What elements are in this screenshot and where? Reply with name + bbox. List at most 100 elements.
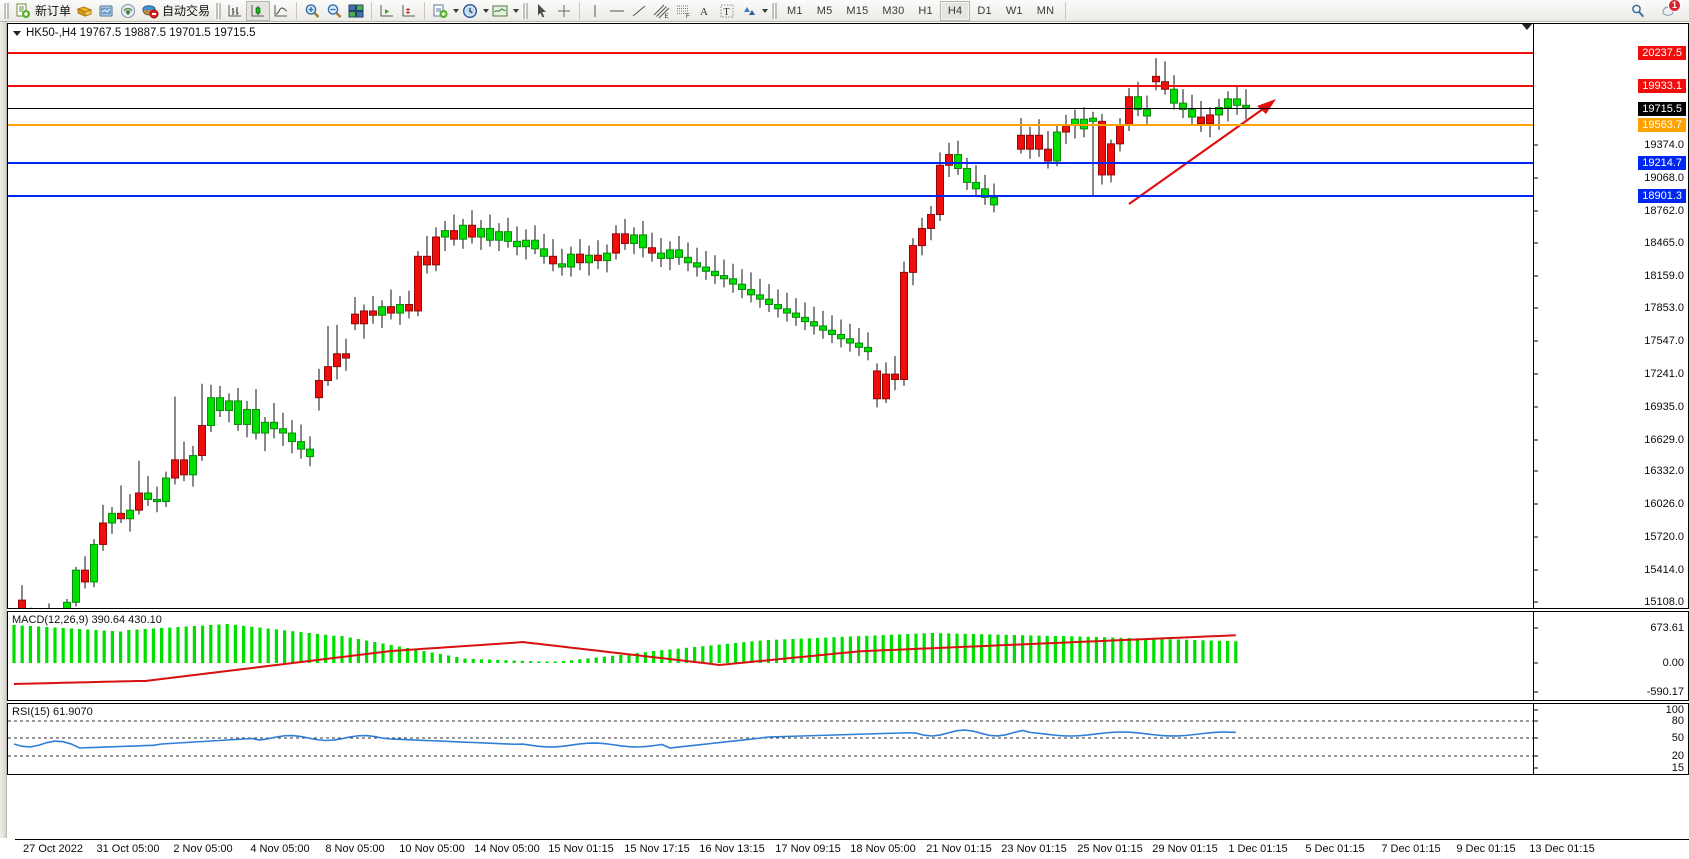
toolbar-grip-3[interactable] [522,2,529,19]
toolbar-grip[interactable] [3,2,9,19]
price-tick-15414.0: 15414.0 [1644,563,1684,576]
fibonacci-icon[interactable]: F [672,1,694,21]
line-chart-icon[interactable] [270,1,292,21]
rsi-tick-80: 80 [1671,715,1684,727]
chevron-down-icon[interactable] [453,8,460,13]
price-tick-16935.0: 16935.0 [1644,400,1684,413]
tab-timeframe-W1[interactable]: W1 [1005,4,1023,17]
trendline-icon[interactable] [628,1,650,21]
level-line-support-19214.7[interactable] [8,161,1533,164]
price-tick-mark [1534,275,1538,277]
time-axis[interactable]: 27 Oct 2022 31 Oct 05:00 2 Nov 05:00 4 Nov … [15,839,1689,859]
templates-icon[interactable] [489,1,511,21]
equidistant-channel-icon[interactable]: E [650,1,672,21]
text-label-icon[interactable]: A [694,1,716,21]
tab-timeframe-M15[interactable]: M15 [846,4,869,17]
left-scrollbar[interactable] [0,22,7,838]
rsi-pane[interactable]: RSI(15) 61.9070 100 80 50 20 15 [7,703,1689,775]
tab-timeframe-H4[interactable]: H4 [939,0,971,21]
price-tick-mark [1534,536,1538,538]
level-line-current-19715.5[interactable] [8,107,1533,109]
price-tick-mark [1534,242,1538,244]
auto-scroll-icon[interactable] [398,1,420,21]
horizontal-line-icon[interactable] [606,1,628,21]
auto-trading-label[interactable]: 自动交易 [162,4,211,18]
time-tick-label: 1 Dec 01:15 [1228,843,1288,855]
chart-shift-icon[interactable] [376,1,398,21]
vertical-line-icon[interactable] [584,1,606,21]
time-tick-label: 15 Nov 17:15 [624,843,690,855]
crosshair-icon[interactable] [553,1,575,21]
level-line-resistance-19933.1[interactable] [8,84,1533,87]
tab-timeframe-MN[interactable]: MN [1036,4,1055,17]
candlestick-chart-icon[interactable] [246,0,271,21]
time-tick-label: 5 Dec 01:15 [1305,843,1365,855]
add-indicator-icon[interactable] [429,1,451,21]
tab-timeframe-D1[interactable]: D1 [977,4,992,17]
tab-timeframe-M30[interactable]: M30 [882,4,905,17]
price-scale[interactable]: 20237.5 19933.1 19715.5 19563.7 19374.0 19214… [1533,24,1688,673]
tile-windows-icon[interactable] [345,1,367,21]
level-line-resistance-20237.5[interactable] [8,52,1533,54]
rsi-plot-area[interactable] [8,704,1533,774]
time-tick-label: 31 Oct 05:00 [96,843,160,855]
tab-timeframe-M1[interactable]: M1 [787,4,803,17]
time-tick-label: 9 Dec 01:15 [1456,843,1516,855]
price-tick-18901.3[interactable]: 18901.3 [1638,189,1686,204]
chevron-down-icon-3[interactable] [513,8,520,13]
search-icon[interactable] [1627,1,1649,21]
price-tick-19374.0: 19374.0 [1644,139,1684,152]
text-box-icon[interactable]: T [716,1,738,21]
signal-icon[interactable] [117,1,139,21]
scale-handle-icon[interactable] [1522,24,1532,30]
price-tick-16026.0: 16026.0 [1644,498,1684,511]
chevron-down-icon-4[interactable] [762,8,769,13]
price-tick-mark [1534,177,1538,179]
chart-panes: HK50-,H4 19767.5 19887.5 19701.5 19715.5… [7,22,1689,859]
time-tick-label: 7 Dec 01:15 [1381,843,1441,855]
price-tick-19214.7[interactable]: 19214.7 [1638,155,1686,170]
time-tick-label: 4 Nov 05:00 [250,843,310,855]
new-order-label[interactable]: 新订单 [35,4,72,18]
chart-collapse-icon[interactable] [13,31,21,36]
toolbar-grip-4[interactable] [771,2,778,19]
price-tick-15720.0: 15720.0 [1644,530,1684,543]
price-tick-19933.1[interactable]: 19933.1 [1638,78,1686,93]
new-order-icon[interactable] [12,1,34,21]
cursor-icon[interactable] [531,1,553,21]
price-tick-20237.5[interactable]: 20237.5 [1638,46,1686,60]
price-pane[interactable]: HK50-,H4 19767.5 19887.5 19701.5 19715.5… [7,23,1689,673]
price-tick-18762.0: 18762.0 [1644,205,1684,218]
arrows-icon[interactable] [738,1,760,21]
svg-text:T: T [724,7,730,18]
macd-pane[interactable]: MACD(12,26,9) 390.64 430.10 673.61 0.00 -5… [7,611,1689,701]
notifications-icon[interactable]: 1 [1657,0,1681,21]
level-line-pivot-19563.7[interactable] [8,124,1533,127]
rsi-label: RSI(15) 61.9070 [12,706,93,718]
zoom-out-icon[interactable] [323,1,345,21]
rsi-tick-100: 100 [1665,704,1684,716]
macd-plot-area[interactable] [8,612,1533,700]
tab-timeframe-H1[interactable]: H1 [918,4,933,17]
bar-chart-icon[interactable] [224,1,246,21]
briefcase-icon[interactable] [73,1,95,21]
period-clock-icon[interactable] [459,1,481,21]
price-tick-19715.5[interactable]: 19715.5 [1638,101,1686,116]
tab-timeframe-M5[interactable]: M5 [816,4,833,17]
toolbar-separator-3 [424,1,426,20]
rsi-tick-mark [1534,755,1538,757]
price-tick-18465.0: 18465.0 [1644,236,1684,249]
auto-trading-icon[interactable] [139,1,161,21]
price-plot-area[interactable] [8,24,1533,608]
price-tick-mark [1534,439,1538,440]
price-tick-16629.0: 16629.0 [1644,433,1684,446]
toolbar-separator [296,1,298,20]
time-tick-label: 14 Nov 05:00 [474,843,540,855]
terminal-icon[interactable] [95,1,117,21]
price-tick-19563.7[interactable]: 19563.7 [1638,118,1686,133]
zoom-in-icon[interactable] [301,1,323,21]
chevron-down-icon-2[interactable] [483,8,490,13]
level-line-support-18901.3[interactable] [8,195,1533,198]
macd-label: MACD(12,26,9) 390.64 430.10 [12,614,162,626]
toolbar-grip-2[interactable] [215,2,222,19]
